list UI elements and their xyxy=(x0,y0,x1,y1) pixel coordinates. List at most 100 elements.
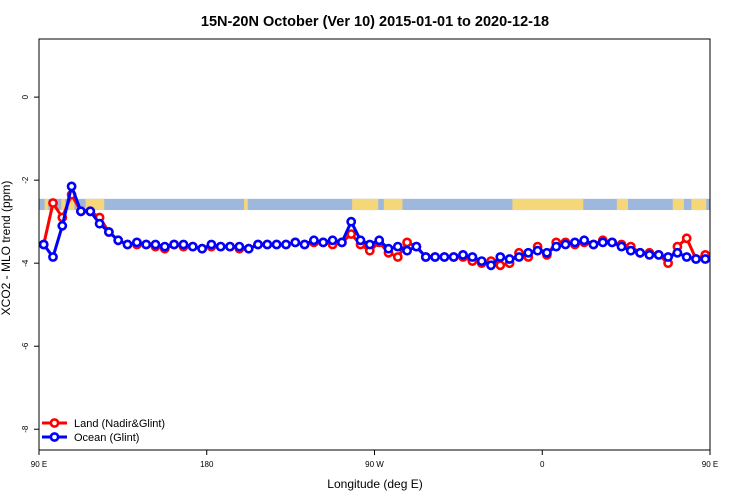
series-point-1 xyxy=(290,237,301,248)
series-point-1 xyxy=(458,249,468,260)
series-point-1 xyxy=(48,252,58,262)
series-point-1 xyxy=(150,239,161,250)
series-point-1 xyxy=(551,241,562,252)
series-point-1 xyxy=(420,252,431,262)
series-point-1 xyxy=(560,239,571,250)
series-point-1 xyxy=(355,235,366,246)
series-point-1 xyxy=(402,245,412,256)
x-tick-label: 0 xyxy=(540,460,545,469)
series-point-1 xyxy=(672,247,683,258)
series-point-1 xyxy=(169,239,179,250)
series-point-1 xyxy=(523,247,534,258)
series-point-1 xyxy=(243,243,254,254)
series-point-1 xyxy=(206,239,217,250)
series-point-1 xyxy=(691,254,701,264)
map-strip-land-0 xyxy=(44,198,49,211)
series-point-1 xyxy=(570,237,580,248)
series-point-1 xyxy=(439,252,450,262)
y-tick-label: 0 xyxy=(21,94,30,99)
map-strip-land-10 xyxy=(672,198,684,211)
series-point-1 xyxy=(76,206,86,217)
series-point-1 xyxy=(597,237,608,248)
series-point-1 xyxy=(532,245,543,256)
series-point-1 xyxy=(299,239,310,250)
series-point-1 xyxy=(616,241,627,252)
series-point-0 xyxy=(681,233,692,244)
x-axis: 90 E 180 90 W 0 90 E xyxy=(31,450,718,469)
y-tick-label: -2 xyxy=(21,176,30,184)
series-point-1 xyxy=(318,237,329,248)
series-layer xyxy=(38,181,711,271)
series-point-1 xyxy=(700,254,711,264)
x-tick-label: 90 W xyxy=(365,460,384,469)
series-point-1 xyxy=(271,239,282,250)
series-point-0 xyxy=(402,237,412,248)
map-strip-land-9 xyxy=(616,198,628,211)
series-point-1 xyxy=(281,239,291,250)
series-point-1 xyxy=(141,239,152,250)
legend: Land (Nadir&Glint) Ocean (Glint) xyxy=(42,418,165,444)
series-point-1 xyxy=(253,239,263,250)
series-point-1 xyxy=(38,239,49,250)
series-point-1 xyxy=(234,241,245,252)
map-strip-land-6 xyxy=(352,198,379,211)
series-point-1 xyxy=(663,252,673,262)
series-point-1 xyxy=(392,241,403,252)
map-strip-land-2 xyxy=(61,198,66,211)
series-point-1 xyxy=(681,252,692,262)
y-tick-label: -8 xyxy=(21,425,30,433)
series-point-1 xyxy=(122,239,133,250)
series-point-1 xyxy=(542,247,552,258)
series-point-1 xyxy=(364,239,375,250)
series-point-1 xyxy=(588,239,599,250)
series-point-1 xyxy=(579,235,590,246)
series-point-1 xyxy=(113,235,124,246)
series-point-1 xyxy=(635,247,645,258)
series-point-1 xyxy=(327,235,338,246)
series-point-1 xyxy=(504,254,515,264)
legend-label-0: Land (Nadir&Glint) xyxy=(74,418,165,430)
series-point-1 xyxy=(336,237,347,248)
series-point-1 xyxy=(476,256,487,266)
series-point-1 xyxy=(486,260,496,271)
x-tick-label: 90 E xyxy=(31,460,47,469)
series-point-1 xyxy=(448,252,459,262)
map-strip-land-3 xyxy=(68,198,75,211)
map-strip-land-4 xyxy=(85,198,105,211)
series-point-1 xyxy=(653,249,664,260)
x-tick-label: 90 E xyxy=(702,460,718,469)
series-point-1 xyxy=(66,181,77,192)
series-point-1 xyxy=(178,239,189,250)
series-point-0 xyxy=(495,260,506,271)
map-strip-land-7 xyxy=(383,198,403,211)
series-point-1 xyxy=(262,239,273,250)
chart-title: 15N-20N October (Ver 10) 2015-01-01 to 2… xyxy=(201,14,549,30)
series-point-1 xyxy=(411,241,422,252)
series-point-1 xyxy=(94,218,105,229)
series-point-1 xyxy=(104,227,114,237)
series-point-1 xyxy=(57,220,68,231)
series-point-1 xyxy=(383,243,394,254)
series-point-1 xyxy=(644,249,655,260)
series-point-1 xyxy=(131,237,142,248)
series-point-1 xyxy=(187,241,198,252)
map-strip-land-11 xyxy=(691,198,707,211)
legend-label-1: Ocean (Glint) xyxy=(74,432,139,444)
series-point-0 xyxy=(346,229,357,239)
series-point-1 xyxy=(495,252,506,262)
legend-marker-1 xyxy=(49,432,60,442)
series-point-1 xyxy=(625,245,636,256)
map-strip-land-8 xyxy=(512,198,584,211)
y-axis: 0 -2 -4 -6 -8 xyxy=(21,94,39,433)
series-1 xyxy=(38,181,711,271)
series-point-0 xyxy=(392,252,403,262)
series-point-1 xyxy=(197,243,207,254)
map-strip xyxy=(39,198,710,211)
series-point-1 xyxy=(225,241,235,252)
series-point-1 xyxy=(215,241,226,252)
map-strip-land-5 xyxy=(244,198,248,211)
series-point-1 xyxy=(514,252,524,262)
y-tick-label: -4 xyxy=(21,259,30,267)
series-line-1 xyxy=(42,184,706,267)
